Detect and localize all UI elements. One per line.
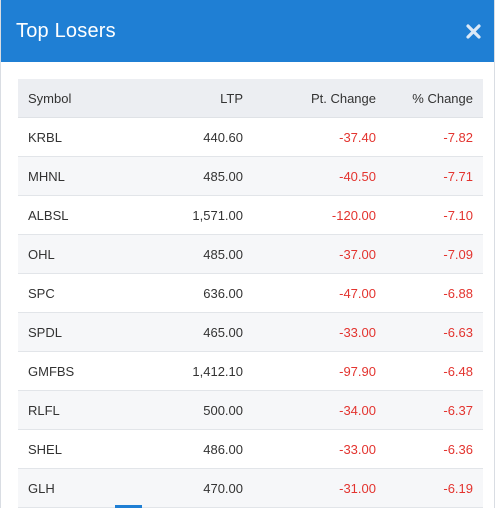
cell-pct-change: -7.10 (390, 195, 483, 235)
cell-pt-change: -34.00 (253, 390, 390, 430)
table-header-row: Symbol LTP Pt. Change % Change (18, 79, 483, 118)
cell-symbol[interactable]: SPDL (18, 312, 130, 352)
cell-pt-change: -37.40 (253, 117, 390, 157)
scroll-indicator (115, 505, 142, 508)
cell-pct-change: -7.82 (390, 117, 483, 157)
header-symbol[interactable]: Symbol (18, 79, 130, 118)
cell-symbol[interactable]: GMFBS (18, 351, 130, 391)
cell-ltp: 440.60 (130, 117, 253, 157)
table-row[interactable]: KRBL 440.60 -37.40 -7.82 (18, 117, 483, 157)
cell-pct-change: -6.36 (390, 429, 483, 469)
cell-pt-change: -31.00 (253, 468, 390, 508)
table-row[interactable]: OHL 485.00 -37.00 -7.09 (18, 234, 483, 274)
cell-pct-change: -6.88 (390, 273, 483, 313)
cell-pct-change: -6.63 (390, 312, 483, 352)
table-row[interactable]: SPC 636.00 -47.00 -6.88 (18, 273, 483, 313)
cell-ltp: 485.00 (130, 156, 253, 196)
cell-symbol[interactable]: RLFL (18, 390, 130, 430)
header-ltp[interactable]: LTP (130, 79, 253, 118)
table-row[interactable]: SHEL 486.00 -33.00 -6.36 (18, 429, 483, 469)
modal-header: Top Losers (1, 0, 494, 62)
cell-ltp: 465.00 (130, 312, 253, 352)
cell-pct-change: -7.71 (390, 156, 483, 196)
cell-symbol[interactable]: OHL (18, 234, 130, 274)
cell-pct-change: -6.48 (390, 351, 483, 391)
cell-pt-change: -97.90 (253, 351, 390, 391)
cell-ltp: 500.00 (130, 390, 253, 430)
cell-pt-change: -120.00 (253, 195, 390, 235)
cell-ltp: 636.00 (130, 273, 253, 313)
cell-ltp: 470.00 (130, 468, 253, 508)
header-pt-change[interactable]: Pt. Change (253, 79, 390, 118)
header-pct-change[interactable]: % Change (390, 79, 483, 118)
top-losers-table: Symbol LTP Pt. Change % Change KRBL 440.… (18, 79, 483, 508)
cell-symbol[interactable]: GLH (18, 468, 130, 508)
cell-ltp: 485.00 (130, 234, 253, 274)
cell-pt-change: -40.50 (253, 156, 390, 196)
cell-pt-change: -33.00 (253, 312, 390, 352)
close-button[interactable] (463, 21, 483, 41)
cell-symbol[interactable]: SHEL (18, 429, 130, 469)
table-row[interactable]: SPDL 465.00 -33.00 -6.63 (18, 312, 483, 352)
cell-symbol[interactable]: ALBSL (18, 195, 130, 235)
cell-pt-change: -37.00 (253, 234, 390, 274)
table-row[interactable]: RLFL 500.00 -34.00 -6.37 (18, 390, 483, 430)
cell-pt-change: -33.00 (253, 429, 390, 469)
cell-ltp: 1,412.10 (130, 351, 253, 391)
cell-pct-change: -7.09 (390, 234, 483, 274)
cell-symbol[interactable]: MHNL (18, 156, 130, 196)
cell-pct-change: -6.37 (390, 390, 483, 430)
modal-body: Symbol LTP Pt. Change % Change KRBL 440.… (1, 62, 494, 508)
cell-symbol[interactable]: KRBL (18, 117, 130, 157)
cell-pt-change: -47.00 (253, 273, 390, 313)
cell-pct-change: -6.19 (390, 468, 483, 508)
table-row[interactable]: GMFBS 1,412.10 -97.90 -6.48 (18, 351, 483, 391)
cell-ltp: 1,571.00 (130, 195, 253, 235)
table-row[interactable]: MHNL 485.00 -40.50 -7.71 (18, 156, 483, 196)
close-icon (465, 23, 481, 39)
cell-symbol[interactable]: SPC (18, 273, 130, 313)
modal-title: Top Losers (16, 19, 116, 42)
table-row[interactable]: GLH 470.00 -31.00 -6.19 (18, 468, 483, 508)
cell-ltp: 486.00 (130, 429, 253, 469)
table-row[interactable]: ALBSL 1,571.00 -120.00 -7.10 (18, 195, 483, 235)
